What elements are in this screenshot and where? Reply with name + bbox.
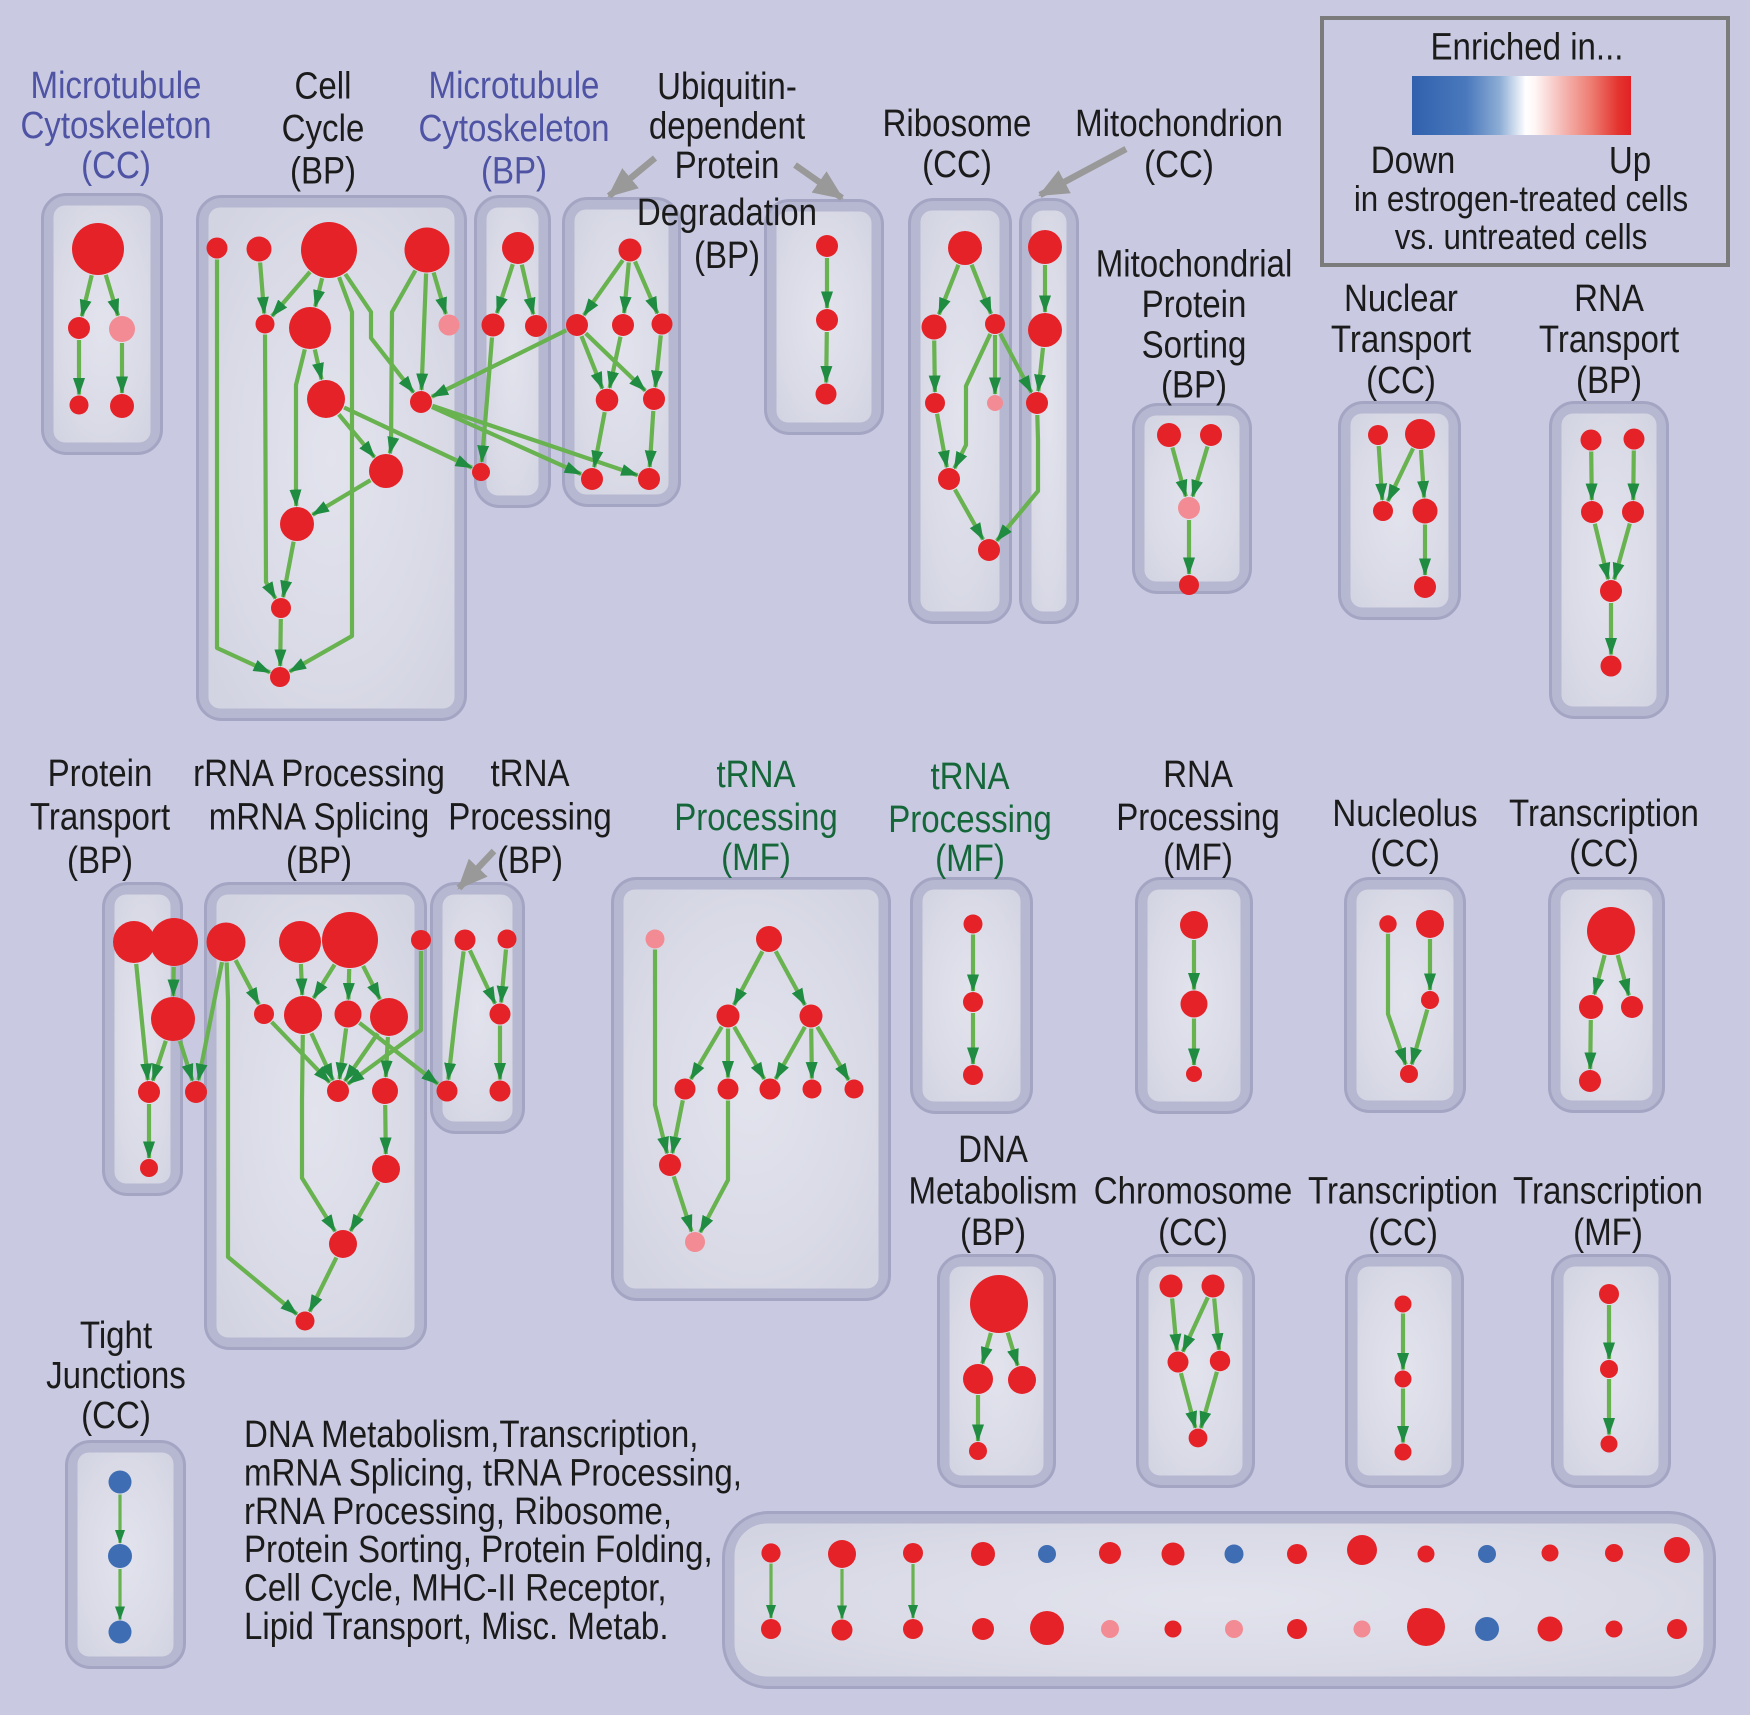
svg-text:(CC): (CC): [81, 145, 151, 187]
svg-text:Transcription: Transcription: [1513, 1171, 1703, 1213]
svg-text:(BP): (BP): [1576, 360, 1642, 402]
svg-text:Enriched in...: Enriched in...: [1431, 27, 1624, 69]
svg-text:rRNA Processing: rRNA Processing: [193, 753, 445, 795]
svg-text:Microtubule: Microtubule: [31, 65, 202, 107]
svg-text:(CC): (CC): [1158, 1212, 1228, 1254]
svg-text:Down: Down: [1371, 140, 1456, 182]
svg-text:vs. untreated cells: vs. untreated cells: [1395, 216, 1648, 257]
svg-text:RNA: RNA: [1163, 754, 1233, 796]
svg-text:in estrogen-treated cells: in estrogen-treated cells: [1354, 178, 1688, 219]
svg-text:DNA: DNA: [958, 1129, 1028, 1171]
svg-text:(BP): (BP): [960, 1212, 1026, 1254]
svg-text:(MF): (MF): [935, 838, 1005, 880]
svg-text:Protein: Protein: [48, 753, 153, 795]
svg-text:(BP): (BP): [694, 235, 760, 277]
svg-text:Protein: Protein: [675, 145, 780, 187]
svg-text:Tight: Tight: [80, 1315, 153, 1357]
svg-text:Mitochondrial: Mitochondrial: [1096, 244, 1293, 286]
svg-text:Ubiquitin-: Ubiquitin-: [657, 66, 797, 108]
svg-text:(BP): (BP): [497, 840, 563, 882]
svg-text:mRNA Splicing, tRNA Processing: mRNA Splicing, tRNA Processing,: [244, 1452, 742, 1494]
svg-text:Transport: Transport: [1331, 319, 1472, 361]
svg-text:Lipid Transport, Misc. Metab.: Lipid Transport, Misc. Metab.: [244, 1606, 669, 1648]
svg-text:Cycle: Cycle: [282, 108, 365, 150]
svg-text:(CC): (CC): [81, 1395, 151, 1437]
svg-text:(MF): (MF): [1573, 1212, 1643, 1254]
svg-text:tRNA: tRNA: [931, 756, 1011, 798]
svg-text:Transcription: Transcription: [1509, 793, 1699, 835]
svg-text:Ribosome: Ribosome: [883, 103, 1032, 145]
svg-text:Microtubule: Microtubule: [429, 65, 600, 107]
svg-text:(BP): (BP): [67, 840, 133, 882]
svg-text:tRNA: tRNA: [717, 754, 797, 796]
svg-text:(MF): (MF): [1163, 837, 1233, 879]
svg-text:Cytoskeleton: Cytoskeleton: [418, 108, 609, 150]
svg-text:(BP): (BP): [290, 151, 356, 193]
svg-text:Processing: Processing: [448, 797, 612, 839]
svg-text:(CC): (CC): [1569, 833, 1639, 875]
svg-text:Cytoskeleton: Cytoskeleton: [20, 105, 211, 147]
svg-text:tRNA: tRNA: [491, 753, 571, 795]
svg-text:Degradation: Degradation: [637, 192, 817, 234]
svg-text:(MF): (MF): [721, 837, 791, 879]
svg-text:Cell: Cell: [295, 66, 352, 108]
svg-text:(CC): (CC): [1370, 833, 1440, 875]
svg-text:(CC): (CC): [922, 144, 992, 186]
svg-text:Processing: Processing: [888, 799, 1052, 841]
svg-text:Junctions: Junctions: [46, 1355, 186, 1397]
svg-text:Nucleolus: Nucleolus: [1332, 793, 1477, 835]
svg-text:Chromosome: Chromosome: [1094, 1171, 1293, 1213]
svg-text:Cell Cycle, MHC-II Receptor,: Cell Cycle, MHC-II Receptor,: [244, 1568, 667, 1610]
svg-text:mRNA Splicing: mRNA Splicing: [209, 797, 430, 839]
svg-text:(BP): (BP): [481, 151, 547, 193]
svg-text:dependent: dependent: [649, 106, 806, 148]
svg-text:Protein: Protein: [1142, 284, 1247, 326]
svg-text:Mitochondrion: Mitochondrion: [1075, 103, 1283, 145]
svg-text:Up: Up: [1609, 140, 1651, 182]
svg-text:(BP): (BP): [286, 840, 352, 882]
svg-text:Nuclear: Nuclear: [1344, 278, 1458, 320]
svg-text:(CC): (CC): [1368, 1212, 1438, 1254]
svg-text:RNA: RNA: [1574, 278, 1644, 320]
svg-text:Transport: Transport: [1539, 319, 1680, 361]
svg-text:Processing: Processing: [674, 797, 838, 839]
svg-text:Sorting: Sorting: [1142, 325, 1247, 367]
svg-text:(BP): (BP): [1161, 365, 1227, 407]
svg-text:Processing: Processing: [1116, 797, 1280, 839]
svg-text:Transcription: Transcription: [1308, 1171, 1498, 1213]
svg-text:(CC): (CC): [1366, 360, 1436, 402]
svg-text:Protein Sorting, Protein Foldi: Protein Sorting, Protein Folding,: [244, 1529, 713, 1571]
svg-text:(CC): (CC): [1144, 144, 1214, 186]
svg-text:Transport: Transport: [30, 797, 171, 839]
svg-text:Metabolism: Metabolism: [908, 1171, 1077, 1213]
svg-text:DNA Metabolism,Transcription,: DNA Metabolism,Transcription,: [244, 1414, 699, 1456]
svg-text:rRNA Processing, Ribosome,: rRNA Processing, Ribosome,: [244, 1491, 672, 1533]
